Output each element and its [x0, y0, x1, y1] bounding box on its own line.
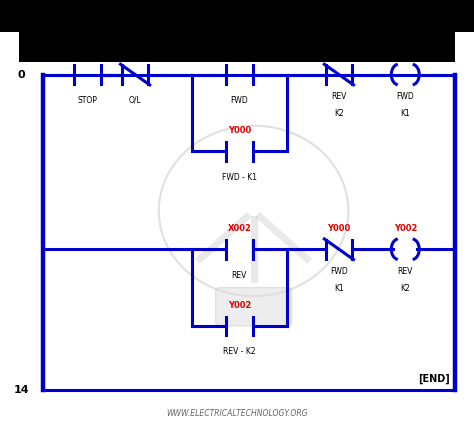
Text: REV: REV [398, 267, 413, 276]
Text: FWD - K1: FWD - K1 [222, 173, 257, 181]
Text: REV-FWD Motor Control Ladder Circuit Using Mitsubishi PLC: REV-FWD Motor Control Ladder Circuit Usi… [68, 9, 406, 19]
Text: Y002: Y002 [327, 49, 351, 58]
Text: X000: X000 [228, 49, 251, 58]
FancyBboxPatch shape [216, 288, 292, 326]
Text: O/L: O/L [129, 96, 141, 105]
Text: WWW.ELECTRICALTECHNOLOGY.ORG: WWW.ELECTRICALTECHNOLOGY.ORG [166, 409, 308, 418]
Text: REV - K2: REV - K2 [223, 347, 255, 356]
Text: Y000: Y000 [228, 126, 251, 135]
Text: Y000: Y000 [327, 224, 351, 233]
Text: STOP: STOP [78, 96, 98, 105]
Text: REV-FWD Motor Control Ladder Circuit Using Mitsubishi PLC: REV-FWD Motor Control Ladder Circuit Usi… [61, 10, 413, 20]
Text: X001: X001 [76, 49, 100, 58]
Text: REV: REV [232, 271, 247, 279]
Text: FWD: FWD [330, 267, 348, 276]
Text: REV: REV [331, 92, 346, 101]
Text: 14: 14 [14, 385, 29, 395]
Bar [0, 0, 474, 28]
Text: 0: 0 [18, 69, 25, 80]
Text: K1: K1 [401, 109, 410, 118]
Text: K2: K2 [401, 284, 410, 293]
Text: X002: X002 [228, 224, 251, 233]
Text: K2: K2 [334, 109, 344, 118]
Text: Y002: Y002 [393, 224, 417, 233]
Text: K1: K1 [334, 284, 344, 293]
Text: FWD: FWD [396, 92, 414, 101]
Text: FWD: FWD [230, 96, 248, 105]
Text: Y000: Y000 [393, 49, 417, 58]
Text: [END]: [END] [419, 374, 450, 384]
Text: Y002: Y002 [228, 301, 251, 310]
Text: X003: X003 [123, 49, 147, 58]
